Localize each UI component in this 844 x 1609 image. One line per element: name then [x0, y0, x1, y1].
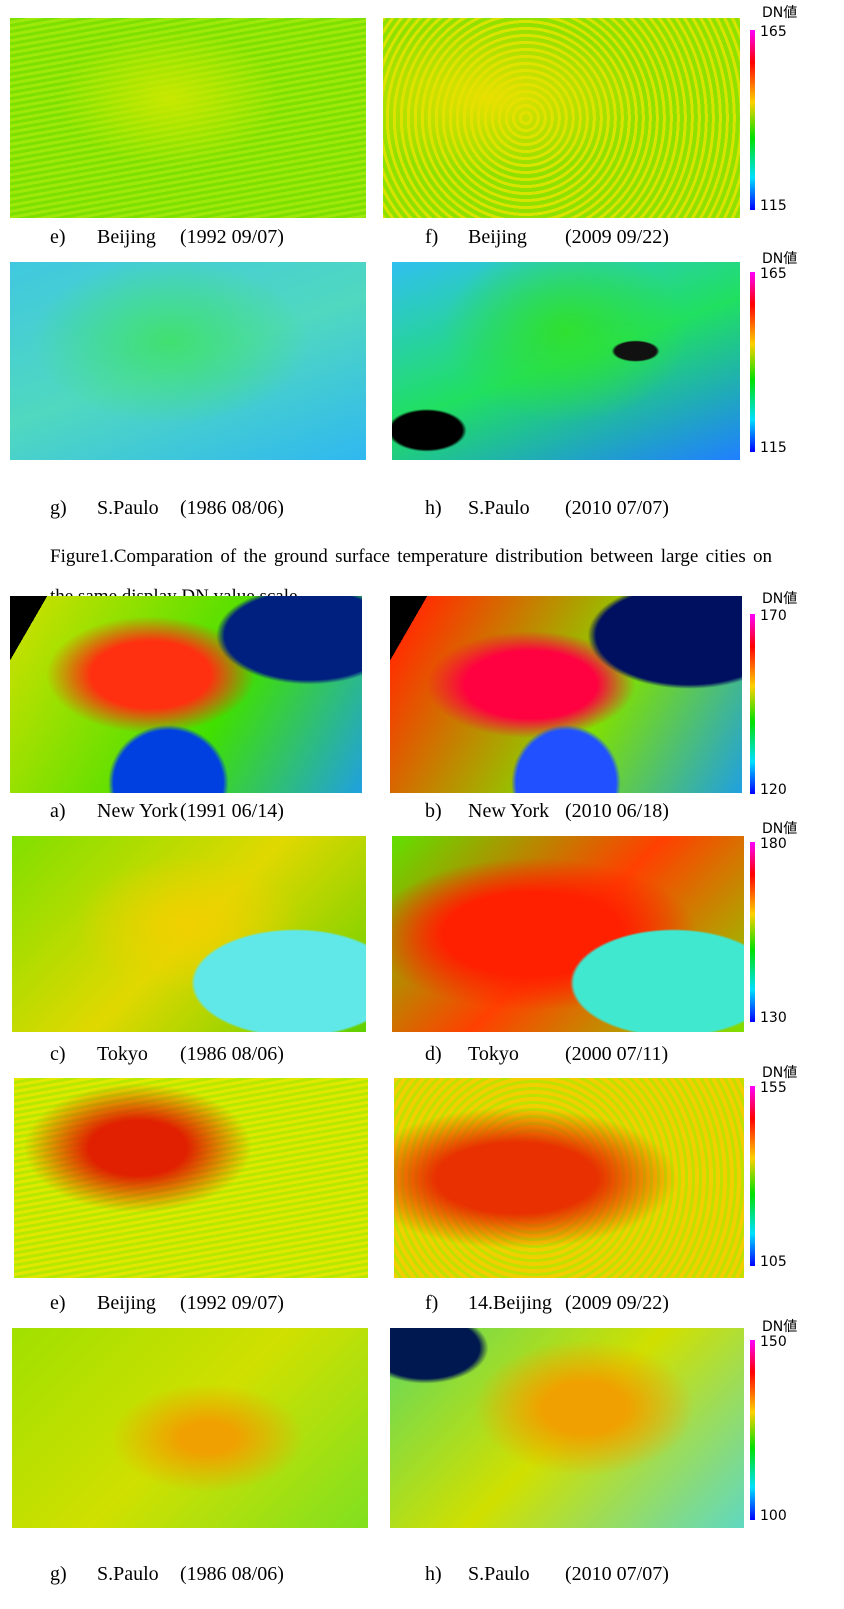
- panel-date: (1986 08/06): [180, 1563, 284, 1585]
- scale-min: 130: [760, 1010, 787, 1026]
- panel-city: 14.Beijing: [468, 1292, 552, 1314]
- satellite-image: [390, 596, 742, 793]
- color-bar: [750, 614, 755, 794]
- panel-date: (1986 08/06): [180, 497, 284, 519]
- scale-max: 150: [760, 1334, 787, 1350]
- panel-city: S.Paulo: [97, 1563, 159, 1585]
- panel-city: S.Paulo: [468, 497, 530, 519]
- scale-max: 165: [760, 24, 787, 40]
- panel-city: Tokyo: [468, 1043, 519, 1065]
- panel-label: c): [50, 1043, 66, 1065]
- panel-city: S.Paulo: [97, 497, 159, 519]
- scale-max: 180: [760, 836, 787, 852]
- panel-date: (1991 06/14): [180, 800, 284, 822]
- scale-title: DN値: [762, 1065, 798, 1081]
- panel-city: Beijing: [97, 1292, 156, 1314]
- panel-label: f): [425, 226, 439, 248]
- scale-title: DN値: [762, 5, 798, 21]
- panel-label: g): [50, 497, 67, 519]
- panel-date: (1992 09/07): [180, 1292, 284, 1314]
- panel-city: S.Paulo: [468, 1563, 530, 1585]
- panel-date: (1992 09/07): [180, 226, 284, 248]
- scale-title: DN値: [762, 1319, 798, 1335]
- satellite-image: [14, 1078, 368, 1278]
- color-bar: [750, 1086, 755, 1266]
- scale-max: 165: [760, 266, 787, 282]
- panel-label: h): [425, 497, 442, 519]
- panel-city: Beijing: [97, 226, 156, 248]
- color-bar: [750, 272, 755, 452]
- panel-label: b): [425, 800, 442, 822]
- satellite-image: [390, 1328, 744, 1528]
- scale-min: 120: [760, 782, 787, 798]
- panel-city: New York: [468, 800, 550, 822]
- panel-city: New York: [97, 800, 179, 822]
- panel-date: (2009 09/22): [565, 226, 669, 248]
- panel-date: (2009 09/22): [565, 1292, 669, 1314]
- panel-label: h): [425, 1563, 442, 1585]
- panel-date: (2010 07/07): [565, 497, 669, 519]
- panel-city: Beijing: [468, 226, 527, 248]
- panel-date: (2010 06/18): [565, 800, 669, 822]
- satellite-image: [10, 262, 366, 460]
- scale-title: DN値: [762, 821, 798, 837]
- panel-label: e): [50, 226, 66, 248]
- panel-label: d): [425, 1043, 442, 1065]
- satellite-image: [392, 262, 740, 460]
- panel-label: a): [50, 800, 66, 822]
- satellite-image: [394, 1078, 744, 1278]
- panel-label: f): [425, 1292, 439, 1314]
- scale-min: 105: [760, 1254, 787, 1270]
- satellite-image: [383, 18, 740, 218]
- scale-title: DN値: [762, 591, 798, 607]
- scale-title: DN値: [762, 251, 798, 267]
- satellite-image: [10, 596, 362, 793]
- scale-max: 155: [760, 1080, 787, 1096]
- satellite-image: [12, 836, 366, 1032]
- panel-label: g): [50, 1563, 67, 1585]
- panel-date: (2010 07/07): [565, 1563, 669, 1585]
- scale-min: 100: [760, 1508, 787, 1524]
- color-bar: [750, 842, 755, 1022]
- scale-max: 170: [760, 608, 787, 624]
- scale-min: 115: [760, 198, 787, 214]
- satellite-image: [12, 1328, 368, 1528]
- color-bar: [750, 30, 755, 210]
- panel-date: (1986 08/06): [180, 1043, 284, 1065]
- scale-min: 115: [760, 440, 787, 456]
- satellite-image: [392, 836, 744, 1032]
- panel-city: Tokyo: [97, 1043, 148, 1065]
- panel-label: e): [50, 1292, 66, 1314]
- color-bar: [750, 1340, 755, 1520]
- panel-date: (2000 07/11): [565, 1043, 669, 1065]
- satellite-image: [10, 18, 366, 218]
